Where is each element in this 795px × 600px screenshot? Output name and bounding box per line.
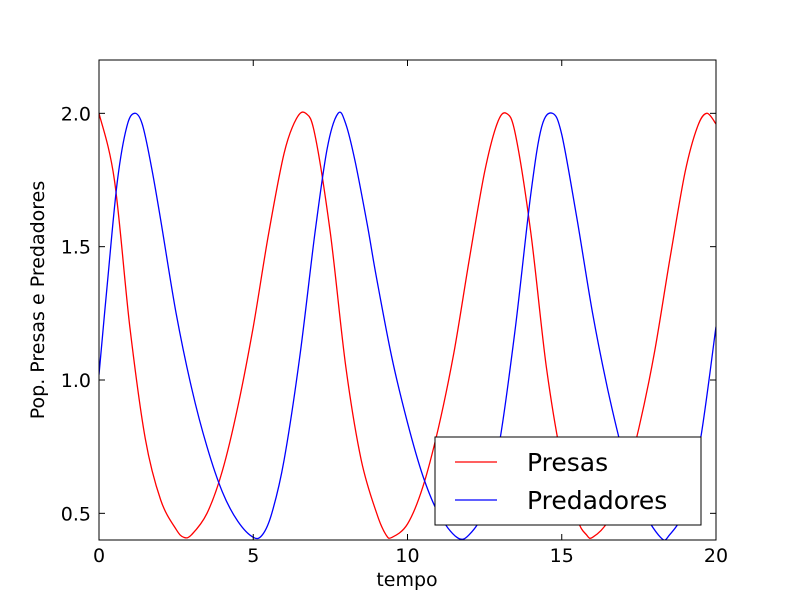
x-tick-label: 0 <box>93 545 105 567</box>
x-tick-label: 5 <box>247 545 259 567</box>
y-tick-label: 2.0 <box>61 103 91 125</box>
y-axis-label: Pop. Presas e Predadores <box>27 181 49 420</box>
legend: Presas Predadores <box>434 436 702 526</box>
x-tick-label: 10 <box>395 545 419 567</box>
legend-box <box>434 436 702 526</box>
y-tick-label: 1.0 <box>61 370 91 392</box>
legend-label-predadores: Predadores <box>527 486 667 515</box>
x-tick-label: 15 <box>550 545 574 567</box>
x-axis-label: tempo <box>376 569 437 591</box>
legend-label-presas: Presas <box>527 448 608 477</box>
series-line-predadores <box>99 111 716 540</box>
y-tick-label: 0.5 <box>61 503 91 525</box>
x-tick-label: 20 <box>704 545 728 567</box>
y-tick-label: 1.5 <box>61 237 91 259</box>
